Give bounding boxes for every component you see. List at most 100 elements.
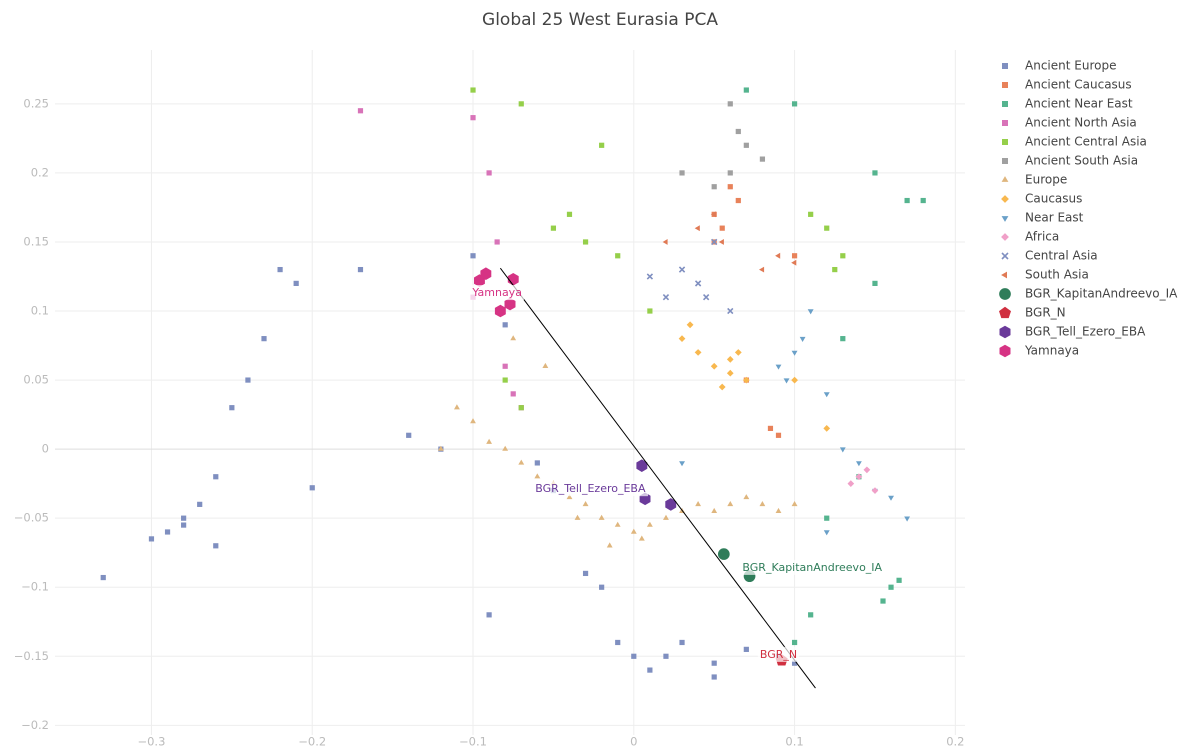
point: [309, 485, 315, 491]
point: [735, 197, 741, 204]
point: [494, 239, 500, 245]
point: [502, 322, 508, 328]
legend-item[interactable]: Ancient South Asia: [1002, 154, 1138, 168]
point: [454, 404, 460, 410]
point: [711, 507, 718, 513]
point: [791, 376, 798, 384]
point: [470, 87, 476, 93]
point: [871, 487, 879, 494]
point: [727, 501, 734, 507]
legend-label: BGR_N: [1025, 306, 1066, 320]
legend-label: South Asia: [1025, 268, 1089, 282]
legend-label: Yamnaya: [1024, 344, 1079, 358]
legend-label: Ancient Caucasus: [1025, 78, 1132, 92]
legend-item[interactable]: Near East: [1001, 211, 1084, 225]
point: [824, 515, 830, 521]
legend-label: Europe: [1025, 173, 1067, 187]
annotation-bg: [533, 481, 648, 497]
point: [855, 473, 863, 481]
point: [542, 362, 549, 368]
legend-item[interactable]: Europe: [1001, 173, 1068, 187]
x-tick-label: 0: [630, 735, 637, 749]
point: [679, 170, 685, 176]
point: [598, 514, 605, 520]
point: [711, 660, 717, 666]
point: [711, 184, 717, 190]
point: [630, 528, 637, 534]
legend-item[interactable]: Ancient Near East: [1002, 97, 1133, 111]
point: [357, 108, 364, 114]
point: [229, 405, 235, 411]
trend-line: [499, 267, 816, 689]
point: [647, 308, 653, 314]
point: [615, 253, 621, 259]
point: [743, 142, 749, 148]
point: [791, 253, 798, 259]
legend-marker: [1001, 176, 1009, 182]
legend-marker: [1002, 139, 1008, 145]
legend-marker: [999, 288, 1011, 300]
point: [534, 460, 540, 466]
point: [181, 522, 187, 528]
point: [663, 653, 669, 659]
annotation: Yamnaya: [471, 286, 522, 299]
legend-item[interactable]: Yamnaya: [999, 344, 1080, 358]
point: [213, 543, 219, 549]
legend-item[interactable]: BGR_KapitanAndreevo_IA: [999, 287, 1178, 301]
point: [574, 514, 581, 520]
point: [486, 438, 492, 444]
y-tick-label: 0.2: [31, 165, 49, 179]
point: [662, 294, 670, 301]
point: [614, 521, 621, 527]
point: [727, 101, 733, 107]
point: [679, 461, 685, 467]
legend-item[interactable]: Ancient Europe: [1002, 59, 1116, 73]
point: [872, 170, 878, 176]
point: [678, 335, 686, 342]
legend-item[interactable]: Caucasus: [1001, 192, 1082, 206]
point: [686, 321, 694, 329]
legend-item[interactable]: Ancient Caucasus: [1002, 78, 1132, 92]
legend-marker: [1002, 120, 1008, 126]
legend-item[interactable]: Africa: [1001, 230, 1059, 244]
legend-item[interactable]: Ancient Central Asia: [1002, 135, 1147, 149]
point: [791, 259, 797, 266]
point: [164, 529, 171, 535]
legend-label: Ancient Europe: [1025, 59, 1116, 73]
point: [759, 156, 766, 162]
point: [791, 660, 798, 666]
point: [494, 304, 506, 318]
point: [791, 101, 798, 107]
point: [502, 363, 508, 369]
legend-marker: [1001, 216, 1009, 222]
point: [213, 474, 219, 480]
point: [148, 536, 155, 542]
point: [181, 515, 187, 521]
point: [783, 378, 790, 384]
point: [582, 570, 589, 577]
legend-item[interactable]: Ancient North Asia: [1002, 116, 1137, 130]
point: [100, 574, 106, 581]
legend-marker: [1002, 158, 1008, 164]
point: [743, 87, 749, 93]
point: [694, 280, 702, 287]
annotation-bg: [469, 285, 524, 301]
legend-label: BGR_KapitanAndreevo_IA: [1025, 287, 1178, 301]
point: [502, 445, 509, 451]
legend-label: BGR_Tell_Ezero_EBA: [1025, 325, 1146, 339]
legend-label: Near East: [1025, 211, 1084, 225]
legend-item[interactable]: BGR_Tell_Ezero_EBA: [999, 325, 1147, 339]
point: [799, 336, 806, 342]
legend-marker: [1001, 252, 1009, 260]
point: [743, 646, 749, 652]
legend-item[interactable]: BGR_N: [999, 306, 1066, 320]
point: [504, 297, 516, 311]
x-tick-label: 0.2: [946, 735, 964, 749]
point: [735, 128, 741, 135]
point: [470, 115, 476, 121]
point: [840, 336, 846, 342]
point: [832, 266, 838, 273]
legend-item[interactable]: Central Asia: [1001, 249, 1098, 263]
legend-item[interactable]: South Asia: [1001, 268, 1089, 282]
